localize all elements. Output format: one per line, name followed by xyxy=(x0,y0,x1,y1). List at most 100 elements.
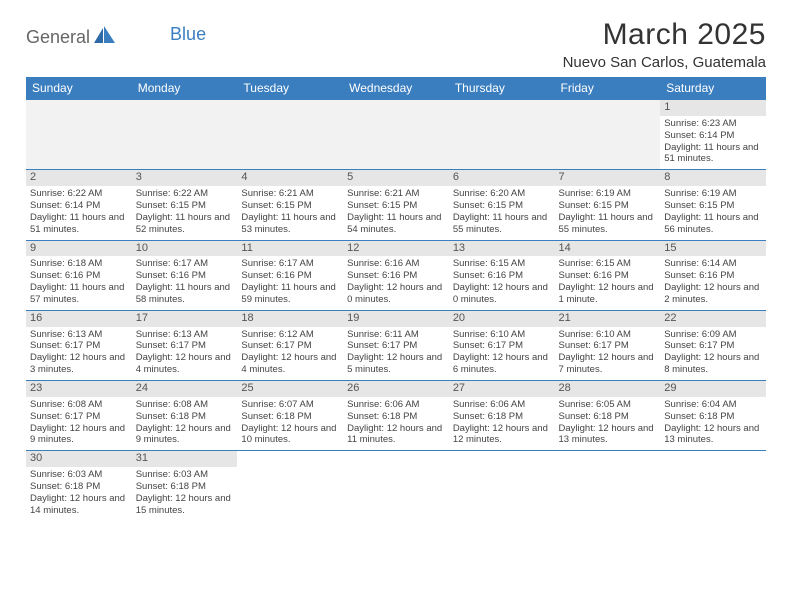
day-number: 19 xyxy=(343,311,449,327)
day-sunrise: Sunrise: 6:13 AM xyxy=(30,329,128,341)
title-block: March 2025 Nuevo San Carlos, Guatemala xyxy=(563,18,766,71)
day-daylight: Daylight: 12 hours and 8 minutes. xyxy=(664,352,762,376)
day-sunset: Sunset: 6:16 PM xyxy=(664,270,762,282)
day-sunrise: Sunrise: 6:06 AM xyxy=(453,399,551,411)
calendar-cell: 28Sunrise: 6:05 AMSunset: 6:18 PMDayligh… xyxy=(555,381,661,451)
calendar-row: 9Sunrise: 6:18 AMSunset: 6:16 PMDaylight… xyxy=(26,240,766,310)
calendar-cell: 12Sunrise: 6:16 AMSunset: 6:16 PMDayligh… xyxy=(343,240,449,310)
day-daylight: Daylight: 11 hours and 51 minutes. xyxy=(664,142,762,166)
day-daylight: Daylight: 11 hours and 55 minutes. xyxy=(453,212,551,236)
calendar-cell: 23Sunrise: 6:08 AMSunset: 6:17 PMDayligh… xyxy=(26,381,132,451)
day-sunset: Sunset: 6:15 PM xyxy=(559,200,657,212)
day-sunset: Sunset: 6:18 PM xyxy=(347,411,445,423)
day-daylight: Daylight: 11 hours and 59 minutes. xyxy=(241,282,339,306)
calendar-cell: 29Sunrise: 6:04 AMSunset: 6:18 PMDayligh… xyxy=(660,381,766,451)
day-sunrise: Sunrise: 6:21 AM xyxy=(241,188,339,200)
day-sunrise: Sunrise: 6:10 AM xyxy=(559,329,657,341)
calendar-cell xyxy=(132,100,238,170)
day-sunset: Sunset: 6:18 PM xyxy=(241,411,339,423)
day-sunrise: Sunrise: 6:19 AM xyxy=(664,188,762,200)
calendar-cell xyxy=(237,451,343,521)
calendar-cell: 1Sunrise: 6:23 AMSunset: 6:14 PMDaylight… xyxy=(660,100,766,170)
calendar-cell xyxy=(26,100,132,170)
calendar-cell: 26Sunrise: 6:06 AMSunset: 6:18 PMDayligh… xyxy=(343,381,449,451)
day-sunrise: Sunrise: 6:15 AM xyxy=(559,258,657,270)
weekday-header: Friday xyxy=(555,77,661,100)
calendar-cell xyxy=(555,451,661,521)
day-sunset: Sunset: 6:15 PM xyxy=(664,200,762,212)
day-number: 12 xyxy=(343,241,449,257)
day-daylight: Daylight: 11 hours and 52 minutes. xyxy=(136,212,234,236)
day-sunrise: Sunrise: 6:05 AM xyxy=(559,399,657,411)
weekday-header: Thursday xyxy=(449,77,555,100)
day-sunset: Sunset: 6:16 PM xyxy=(241,270,339,282)
calendar-cell xyxy=(449,100,555,170)
day-sunrise: Sunrise: 6:17 AM xyxy=(241,258,339,270)
day-sunset: Sunset: 6:18 PM xyxy=(30,481,128,493)
day-sunrise: Sunrise: 6:22 AM xyxy=(30,188,128,200)
calendar-cell: 14Sunrise: 6:15 AMSunset: 6:16 PMDayligh… xyxy=(555,240,661,310)
day-sunrise: Sunrise: 6:14 AM xyxy=(664,258,762,270)
day-sunset: Sunset: 6:17 PM xyxy=(453,340,551,352)
calendar-cell xyxy=(449,451,555,521)
weekday-header: Monday xyxy=(132,77,238,100)
weekday-row: Sunday Monday Tuesday Wednesday Thursday… xyxy=(26,77,766,100)
calendar-row: 30Sunrise: 6:03 AMSunset: 6:18 PMDayligh… xyxy=(26,451,766,521)
day-number: 20 xyxy=(449,311,555,327)
day-sunrise: Sunrise: 6:13 AM xyxy=(136,329,234,341)
day-sunset: Sunset: 6:18 PM xyxy=(136,411,234,423)
day-sunset: Sunset: 6:18 PM xyxy=(453,411,551,423)
calendar-cell: 27 Sunrise: 6:06 AMSunset: 6:18 PMDayligh… xyxy=(449,381,555,451)
day-sunrise: Sunrise: 6:23 AM xyxy=(664,118,762,130)
calendar-table: Sunday Monday Tuesday Wednesday Thursday… xyxy=(26,77,766,521)
calendar-cell: 10Sunrise: 6:17 AMSunset: 6:16 PMDayligh… xyxy=(132,240,238,310)
calendar-cell: 21Sunrise: 6:10 AMSunset: 6:17 PMDayligh… xyxy=(555,310,661,380)
day-number: 17 xyxy=(132,311,238,327)
day-sunset: Sunset: 6:16 PM xyxy=(136,270,234,282)
calendar-row: 1Sunrise: 6:23 AMSunset: 6:14 PMDaylight… xyxy=(26,100,766,170)
day-daylight: Daylight: 12 hours and 7 minutes. xyxy=(559,352,657,376)
header: General Blue March 2025 Nuevo San Carlos… xyxy=(26,18,766,71)
logo-text-blue: Blue xyxy=(170,24,206,45)
calendar-cell: 11Sunrise: 6:17 AMSunset: 6:16 PMDayligh… xyxy=(237,240,343,310)
day-number: 28 xyxy=(555,381,661,397)
calendar-cell xyxy=(343,451,449,521)
day-number: 29 xyxy=(660,381,766,397)
weekday-header: Sunday xyxy=(26,77,132,100)
day-sunset: Sunset: 6:17 PM xyxy=(30,411,128,423)
day-sunset: Sunset: 6:17 PM xyxy=(241,340,339,352)
day-sunset: Sunset: 6:14 PM xyxy=(664,130,762,142)
calendar-cell: 15Sunrise: 6:14 AMSunset: 6:16 PMDayligh… xyxy=(660,240,766,310)
day-number: 6 xyxy=(449,170,555,186)
day-daylight: Daylight: 11 hours and 58 minutes. xyxy=(136,282,234,306)
day-sunrise: Sunrise: 6:18 AM xyxy=(30,258,128,270)
calendar-cell xyxy=(660,451,766,521)
weekday-header: Wednesday xyxy=(343,77,449,100)
weekday-header: Saturday xyxy=(660,77,766,100)
day-number: 25 xyxy=(237,381,343,397)
day-sunrise: Sunrise: 6:19 AM xyxy=(559,188,657,200)
day-number: 30 xyxy=(26,451,132,467)
day-daylight: Daylight: 12 hours and 6 minutes. xyxy=(453,352,551,376)
day-sunset: Sunset: 6:15 PM xyxy=(453,200,551,212)
calendar-row: 16Sunrise: 6:13 AMSunset: 6:17 PMDayligh… xyxy=(26,310,766,380)
calendar-cell: 7Sunrise: 6:19 AMSunset: 6:15 PMDaylight… xyxy=(555,170,661,240)
day-sunset: Sunset: 6:17 PM xyxy=(664,340,762,352)
day-number: 15 xyxy=(660,241,766,257)
day-number: 24 xyxy=(132,381,238,397)
day-daylight: Daylight: 12 hours and 9 minutes. xyxy=(136,423,234,447)
day-number: 18 xyxy=(237,311,343,327)
day-sunset: Sunset: 6:16 PM xyxy=(347,270,445,282)
day-number: 3 xyxy=(132,170,238,186)
day-daylight: Daylight: 12 hours and 2 minutes. xyxy=(664,282,762,306)
calendar-cell: 17Sunrise: 6:13 AMSunset: 6:17 PMDayligh… xyxy=(132,310,238,380)
day-daylight: Daylight: 12 hours and 12 minutes. xyxy=(453,423,551,447)
day-sunrise: Sunrise: 6:15 AM xyxy=(453,258,551,270)
day-sunset: Sunset: 6:18 PM xyxy=(664,411,762,423)
day-number: 8 xyxy=(660,170,766,186)
day-number: 27 xyxy=(449,381,555,397)
calendar-row: 23Sunrise: 6:08 AMSunset: 6:17 PMDayligh… xyxy=(26,381,766,451)
day-daylight: Daylight: 12 hours and 4 minutes. xyxy=(136,352,234,376)
day-sunrise: Sunrise: 6:03 AM xyxy=(30,469,128,481)
calendar-cell xyxy=(237,100,343,170)
